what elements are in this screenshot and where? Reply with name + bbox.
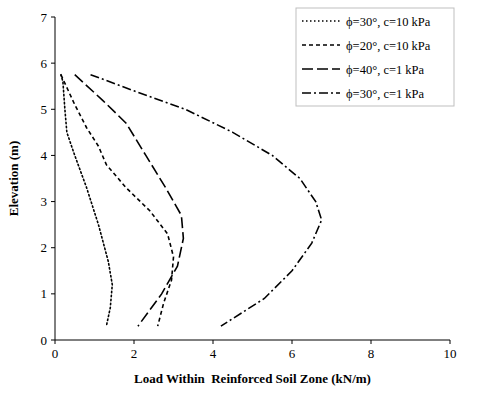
series-line <box>91 75 322 326</box>
series-line <box>61 75 112 326</box>
legend-swatch <box>302 20 340 22</box>
y-tick <box>51 247 55 248</box>
x-tick-label: 8 <box>368 346 375 361</box>
y-tick-label: 4 <box>41 148 48 163</box>
y-tick <box>51 293 55 294</box>
y-tick-label: 3 <box>41 194 48 209</box>
legend-label: ϕ=20°, c=10 kPa <box>346 39 431 53</box>
legend-box <box>296 8 454 106</box>
x-tick <box>450 340 451 344</box>
legend-label: ϕ=30°, c=10 kPa <box>346 15 431 29</box>
x-tick <box>55 340 56 344</box>
y-tick <box>51 63 55 64</box>
y-tick <box>51 17 55 18</box>
y-tick-label: 5 <box>41 102 48 117</box>
y-tick <box>51 109 55 110</box>
y-axis-line <box>55 17 56 340</box>
y-tick <box>51 155 55 156</box>
y-tick-label: 0 <box>41 333 48 348</box>
y-tick-label: 1 <box>41 286 48 301</box>
x-tick <box>134 340 135 344</box>
series-line <box>75 75 184 326</box>
x-tick <box>213 340 214 344</box>
y-tick-label: 6 <box>41 56 48 71</box>
x-tick-label: 6 <box>289 346 296 361</box>
legend-swatch <box>302 68 340 70</box>
chart-container: 0 2 4 6 8 10 0 1 2 3 4 5 6 7 Load Within Reinforced So… <box>0 0 480 396</box>
y-tick <box>51 201 55 202</box>
chart-svg: 0 2 4 6 8 10 0 1 2 3 4 5 6 7 Load Within Reinforced So… <box>0 0 480 396</box>
series-line <box>61 75 174 326</box>
legend-swatch <box>302 44 340 46</box>
y-axis-label: Elevation (m) <box>6 141 21 216</box>
x-tick <box>371 340 372 344</box>
x-tick <box>292 340 293 344</box>
y-tick <box>51 340 55 341</box>
x-tick-label: 2 <box>131 346 138 361</box>
legend-label: ϕ=30°, c=1 kPa <box>346 87 425 101</box>
x-tick-label: 4 <box>210 346 217 361</box>
x-axis-label: Load Within Reinforced Soil Zone (kN/m) <box>134 371 371 386</box>
x-tick-label: 10 <box>444 346 457 361</box>
plot-area <box>61 75 322 326</box>
y-tick-label: 7 <box>41 10 48 25</box>
legend-swatch <box>302 92 340 94</box>
x-axis-line <box>55 340 450 341</box>
y-tick-label: 2 <box>41 240 48 255</box>
legend: ϕ=30°, c=10 kPa ϕ=20°, c=10 kPa ϕ=40°, c=1… <box>296 8 454 106</box>
x-tick-label: 0 <box>52 346 59 361</box>
legend-label: ϕ=40°, c=1 kPa <box>346 63 425 77</box>
